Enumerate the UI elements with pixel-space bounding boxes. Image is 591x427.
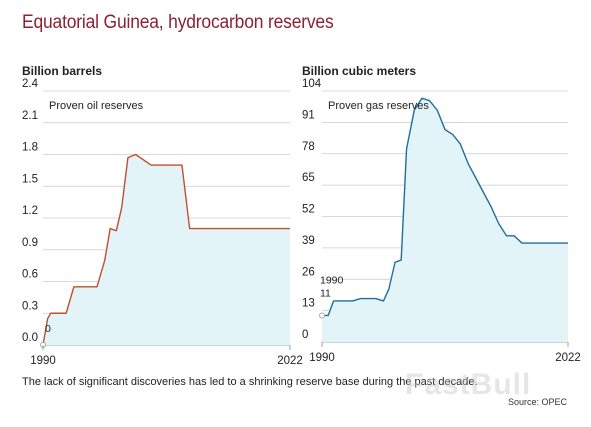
gas-y-tick-label: 13 — [302, 298, 315, 310]
oil-y-tick-label: 1.2 — [22, 205, 38, 217]
oil-y-tick-label: 0.0 — [22, 332, 38, 344]
gas-y-tick-label: 26 — [302, 266, 315, 278]
oil-reserves-chart: 0.0 0.3 0.6 0.9 1.2 1.5 1.8 2.1 2.4 Proven oil re… — [22, 78, 303, 367]
gas-y-tick-label: 39 — [302, 235, 315, 247]
gas-y-tick-label: 65 — [302, 172, 315, 184]
gas-y-tick-label: 91 — [302, 109, 315, 121]
oil-series-label: Proven oil reserves — [49, 100, 144, 112]
gas-y-tick-label: 104 — [302, 78, 322, 90]
gas-series-label: Proven gas reserves — [328, 100, 429, 112]
oil-unit-label: Billion barrels — [22, 64, 103, 78]
gas-area-fill — [322, 98, 568, 342]
oil-y-tick-label: 0.6 — [22, 269, 38, 281]
gas-x-tick-label: 1990 — [309, 352, 335, 364]
oil-y-tick-label: 1.8 — [22, 142, 38, 154]
gas-y-tick-label: 52 — [302, 204, 315, 216]
oil-x-tick-label: 2022 — [277, 355, 303, 367]
oil-x-tick-label: 1990 — [30, 355, 56, 367]
source-label: Source: OPEC — [507, 397, 567, 407]
oil-start-value-label: 0 — [45, 323, 51, 335]
oil-y-tick-label: 0.3 — [22, 300, 38, 312]
gas-unit-label: Billion cubic meters — [302, 64, 417, 78]
gas-reserves-chart: 0 13 26 39 52 65 78 91 104 Proven gas reserves 199… — [302, 78, 581, 364]
gas-x-tick-label: 2022 — [555, 352, 581, 364]
oil-series-line — [42, 153, 290, 346]
gas-y-tick-label: 78 — [302, 141, 315, 153]
page-title: Equatorial Guinea, hydrocarbon reserves — [22, 12, 334, 33]
oil-area-fill — [43, 154, 290, 345]
gas-y-tick-label: 0 — [302, 329, 308, 341]
gas-start-year-label: 1990 — [320, 274, 344, 286]
watermark: FastBull — [405, 368, 532, 401]
footnote: The lack of significant discoveries has … — [22, 376, 478, 388]
oil-y-tick-label: 2.1 — [22, 110, 38, 122]
oil-y-tick-label: 0.9 — [22, 237, 38, 249]
gas-series-line — [322, 97, 568, 317]
oil-y-tick-label: 2.4 — [22, 78, 39, 90]
gas-start-point — [319, 312, 325, 319]
gas-start-value-label: 11 — [320, 287, 331, 299]
oil-y-tick-label: 1.5 — [22, 173, 38, 185]
